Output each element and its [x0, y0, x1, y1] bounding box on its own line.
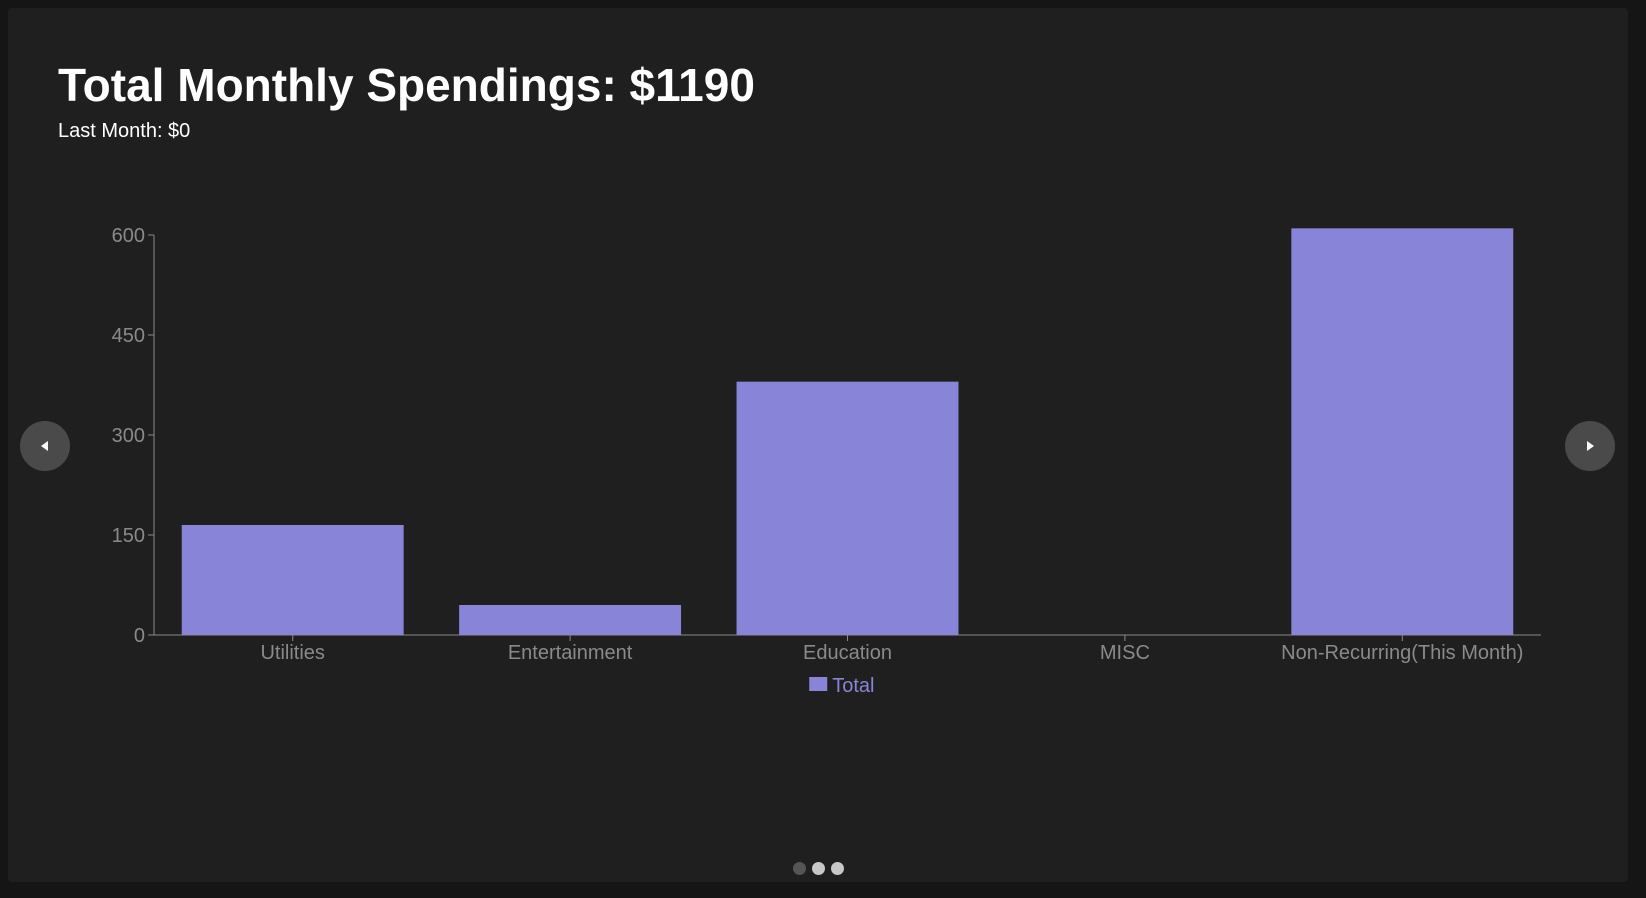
carousel-next-button[interactable] [1565, 421, 1615, 471]
carousel-dot[interactable] [792, 862, 806, 875]
carousel-prev-button[interactable] [20, 421, 70, 471]
carousel-dot[interactable] [811, 862, 825, 875]
y-tick-label: 300 [112, 425, 145, 447]
y-tick-label: 600 [112, 225, 145, 247]
y-tick-label: 450 [112, 325, 145, 347]
x-tick-label: MISC [1100, 642, 1150, 664]
page-title: Total Monthly Spendings: $1190 [58, 59, 755, 111]
last-month-text: Last Month: $0 [58, 120, 191, 142]
x-tick-label: Non-Recurring(This Month) [1281, 642, 1523, 664]
legend-swatch [809, 677, 828, 691]
x-tick-label: Education [803, 642, 892, 664]
caret-right-icon [1587, 441, 1594, 451]
x-tick-label: Utilities [260, 642, 324, 664]
y-tick-label: 0 [134, 625, 145, 647]
bar [459, 605, 682, 635]
chart-panel: Total Monthly Spendings: $1190 Last Mont… [8, 8, 1628, 882]
legend-label: Total [832, 675, 874, 697]
x-tick-label: Entertainment [508, 642, 633, 664]
carousel-dot[interactable] [830, 862, 844, 875]
y-tick-label: 150 [112, 525, 145, 547]
carousel-indicators [8, 862, 1628, 875]
bar-chart: 0 150 300 450 600 Utilities Entertainment Educa… [112, 225, 1541, 697]
bar [181, 525, 404, 635]
caret-left-icon [41, 441, 48, 451]
bar [1291, 228, 1514, 636]
bar [736, 381, 959, 635]
